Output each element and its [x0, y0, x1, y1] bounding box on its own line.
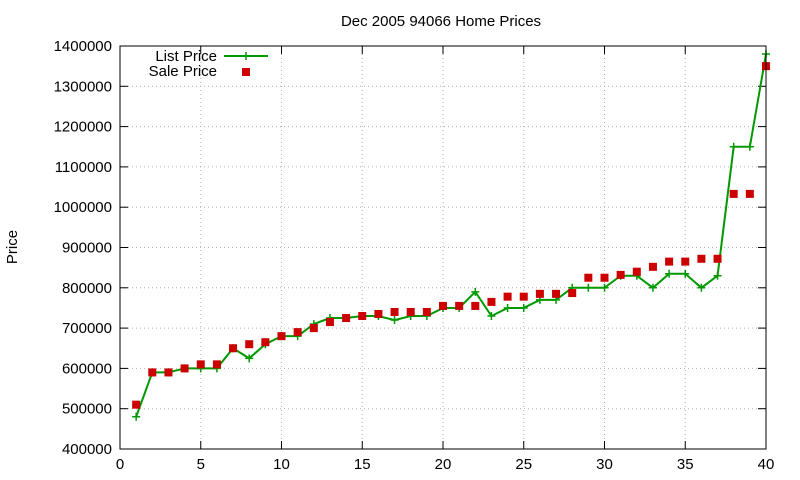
list-price-point	[665, 269, 674, 278]
sale-price-point	[487, 297, 496, 306]
sale-price-point	[568, 289, 577, 298]
list-price-point	[487, 312, 496, 321]
sale-price-point	[471, 301, 480, 310]
y-axis-label: Price	[4, 230, 21, 264]
y-tick-label: 800000	[62, 280, 112, 297]
sale-price-point	[293, 328, 302, 337]
x-tick-label: 15	[354, 456, 371, 473]
y-tick-label: 600000	[62, 360, 112, 377]
list-price-point	[584, 283, 593, 292]
grid	[119, 45, 767, 450]
plot-frame	[119, 45, 767, 450]
sale-price-point	[535, 289, 544, 298]
legend: List Price Sale Price	[149, 48, 268, 80]
list-price-point	[681, 269, 690, 278]
sale-price-point	[584, 273, 593, 282]
sale-price-point	[180, 364, 189, 373]
sale-price-point	[196, 360, 205, 369]
x-tick-label: 40	[758, 456, 775, 473]
y-tick-label: 1400000	[54, 38, 112, 55]
sale-price-point	[665, 257, 674, 266]
sale-price-point	[422, 307, 431, 316]
y-tick-label: 400000	[62, 441, 112, 458]
x-tick-label: 25	[515, 456, 532, 473]
x-tick-label: 30	[596, 456, 613, 473]
list-price-point	[648, 283, 657, 292]
series-line-list-price	[135, 53, 767, 418]
sale-price-point	[713, 254, 722, 263]
sale-price-point	[616, 270, 625, 279]
sale-price-point	[132, 400, 141, 409]
sale-price-point	[503, 292, 512, 301]
x-tick-label: 20	[435, 456, 452, 473]
y-tick-label: 1200000	[54, 119, 112, 136]
sale-price-point	[455, 301, 464, 310]
legend-swatch-list-price-marker	[242, 52, 250, 60]
sale-price-point	[648, 262, 657, 271]
sale-price-point	[277, 332, 286, 341]
sale-price-point	[439, 301, 447, 310]
list-price-point	[471, 287, 480, 296]
sale-price-point	[309, 324, 318, 333]
sale-price-point	[697, 254, 706, 263]
chart-title: Dec 2005 94066 Home Prices	[341, 13, 541, 30]
x-tick-label: 0	[116, 456, 124, 473]
legend-label-sale-price: Sale Price	[149, 63, 217, 80]
sale-price-point	[681, 257, 690, 266]
sale-price-point	[342, 314, 351, 323]
legend-label-list-price: List Price	[155, 48, 217, 65]
sale-price-point	[632, 267, 641, 276]
sale-price-point	[374, 309, 383, 318]
sale-price-point	[519, 292, 528, 301]
axis-ticks: 400000 500000 600000 700000 800000 900000 1000…	[54, 38, 775, 473]
list-price-point	[697, 283, 706, 292]
sale-price-point	[552, 289, 561, 298]
sale-price-point	[229, 344, 238, 353]
y-tick-label: 900000	[62, 240, 112, 257]
x-tick-label: 5	[197, 456, 205, 473]
list-price-point	[745, 142, 754, 151]
y-tick-label: 1100000	[55, 159, 112, 176]
series-layer	[132, 50, 770, 421]
sale-price-point	[745, 189, 754, 198]
sale-price-point	[245, 340, 254, 349]
sale-price-point	[164, 368, 173, 377]
sale-price-point	[325, 318, 334, 327]
sale-price-point	[406, 307, 415, 316]
list-price-point	[713, 271, 722, 280]
sale-price-point	[600, 273, 609, 282]
y-tick-label: 1000000	[54, 199, 112, 216]
sale-price-point	[212, 360, 221, 369]
sale-price-point	[729, 189, 738, 198]
y-tick-label: 700000	[62, 320, 112, 337]
sale-price-point	[390, 307, 399, 316]
x-tick-label: 10	[273, 456, 290, 473]
sale-price-point	[261, 338, 270, 347]
list-price-point	[503, 303, 512, 312]
sale-price-point	[148, 368, 157, 377]
sale-price-point	[358, 312, 367, 321]
list-price-point	[600, 283, 609, 292]
y-tick-label: 500000	[62, 401, 112, 418]
list-price-point	[390, 316, 399, 325]
list-price-point	[729, 142, 738, 151]
list-price-point	[132, 412, 141, 421]
list-price-point	[245, 354, 254, 363]
y-tick-label: 1300000	[54, 78, 112, 95]
x-tick-label: 35	[677, 456, 694, 473]
list-price-point	[519, 303, 528, 312]
legend-swatch-sale-price-marker	[242, 68, 250, 76]
